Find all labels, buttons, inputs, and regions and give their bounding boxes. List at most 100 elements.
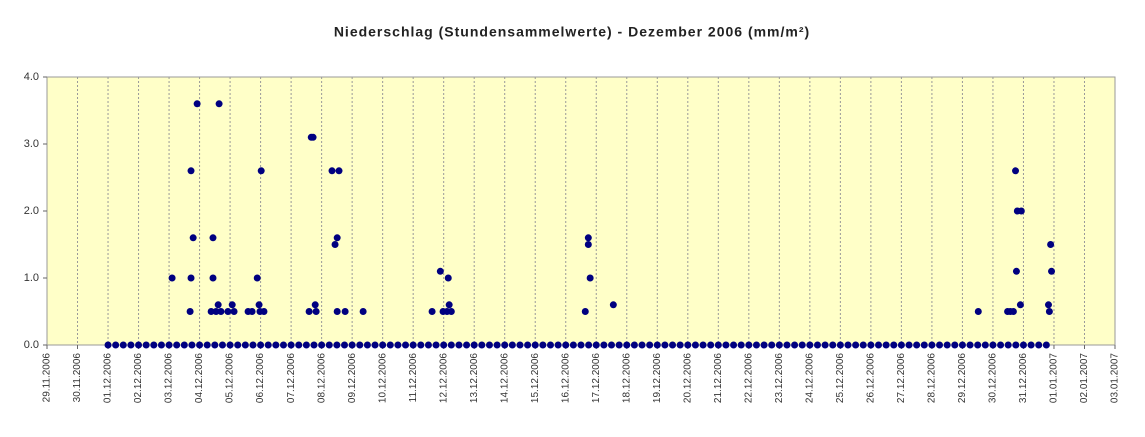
point: [331, 241, 339, 248]
point: [211, 341, 219, 349]
point: [203, 341, 211, 349]
point: [215, 100, 223, 108]
point: [333, 341, 341, 349]
point: [127, 341, 135, 349]
x-tick-label: 20.12.2006: [682, 353, 693, 403]
point: [104, 341, 112, 349]
point: [478, 341, 486, 349]
point: [586, 274, 594, 282]
point: [335, 167, 343, 175]
x-tick-label: 30.11.2006: [72, 353, 83, 403]
point: [189, 234, 197, 242]
point: [328, 167, 336, 175]
point: [157, 341, 165, 349]
point: [760, 341, 768, 349]
point: [1045, 308, 1053, 315]
y-tick-label: 1.0: [24, 272, 39, 284]
point: [463, 341, 471, 349]
point: [584, 234, 592, 242]
point: [676, 341, 684, 349]
point: [333, 308, 341, 315]
point: [997, 341, 1005, 349]
point: [806, 341, 814, 349]
point: [359, 308, 367, 315]
x-tick-label: 31.12.2006: [1018, 353, 1029, 403]
point: [444, 274, 452, 282]
point: [333, 234, 341, 242]
point: [447, 308, 455, 315]
point: [257, 167, 265, 175]
y-tick-label: 4.0: [24, 71, 39, 83]
point: [943, 341, 951, 349]
point: [1035, 341, 1043, 349]
x-tick-label: 03.01.2007: [1110, 353, 1121, 403]
point: [546, 341, 554, 349]
point: [707, 341, 715, 349]
point: [1047, 241, 1055, 248]
point: [783, 341, 791, 349]
point: [669, 341, 677, 349]
x-tick-label: 03.12.2006: [164, 353, 175, 403]
x-tick-label: 19.12.2006: [652, 353, 663, 403]
point: [1012, 341, 1020, 349]
point: [798, 341, 806, 349]
point: [230, 308, 238, 315]
point: [424, 341, 432, 349]
point: [852, 341, 860, 349]
x-tick-label: 07.12.2006: [286, 353, 297, 403]
point: [209, 234, 217, 242]
point: [257, 341, 265, 349]
x-tick-label: 17.12.2006: [591, 353, 602, 403]
point: [905, 341, 913, 349]
point: [196, 341, 204, 349]
point: [584, 241, 592, 248]
point: [829, 341, 837, 349]
x-tick-label: 13.12.2006: [469, 353, 480, 403]
x-tick-label: 21.12.2006: [713, 353, 724, 403]
point: [436, 267, 444, 275]
point: [173, 341, 181, 349]
point: [516, 341, 524, 349]
point: [981, 341, 989, 349]
x-tick-label: 01.12.2006: [103, 353, 114, 403]
point: [402, 341, 410, 349]
point: [142, 341, 150, 349]
point: [186, 308, 194, 315]
x-tick-label: 14.12.2006: [499, 353, 510, 403]
point: [279, 341, 287, 349]
point: [428, 308, 436, 315]
point: [150, 341, 158, 349]
point: [630, 341, 638, 349]
point: [928, 341, 936, 349]
point: [752, 341, 760, 349]
point: [248, 308, 256, 315]
point: [287, 341, 295, 349]
point: [260, 308, 268, 315]
point: [745, 341, 753, 349]
point: [1012, 267, 1020, 275]
point: [272, 341, 280, 349]
point: [867, 341, 875, 349]
point: [485, 341, 493, 349]
point: [897, 341, 905, 349]
point: [1017, 207, 1025, 215]
x-tick-label: 11.12.2006: [408, 353, 419, 403]
point: [187, 167, 195, 175]
point: [501, 341, 509, 349]
point: [1012, 167, 1020, 175]
point: [836, 341, 844, 349]
point: [249, 341, 257, 349]
y-tick-label: 3.0: [24, 138, 39, 150]
point: [974, 341, 982, 349]
point: [168, 274, 176, 282]
x-tick-label: 30.12.2006: [988, 353, 999, 403]
point: [234, 341, 242, 349]
point: [600, 341, 608, 349]
y-tick-label: 2.0: [24, 205, 39, 217]
point: [508, 341, 516, 349]
point: [493, 341, 501, 349]
point: [295, 341, 303, 349]
point: [714, 341, 722, 349]
point: [119, 341, 127, 349]
point: [379, 341, 387, 349]
